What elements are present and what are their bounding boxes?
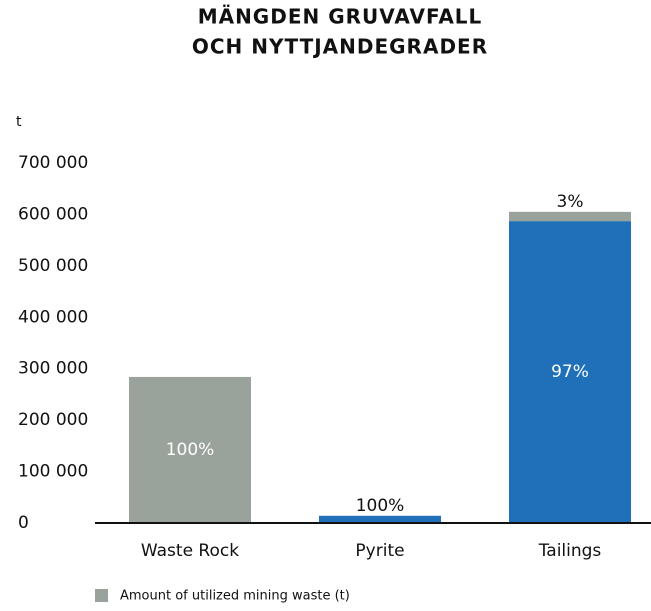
chart-title: MÄNGDEN GRUVAVFALL [198, 5, 483, 29]
x-tick-label: Tailings [538, 541, 602, 561]
bar-segment [509, 221, 631, 523]
data-label: 100% [166, 440, 215, 460]
bar-segment [509, 211, 631, 222]
y-axis-label: t [16, 114, 22, 130]
y-tick-label: 400 000 [18, 307, 88, 327]
bar-segment [129, 376, 251, 523]
legend-swatch [95, 589, 108, 602]
y-tick-label: 200 000 [18, 410, 88, 430]
x-tick-label: Pyrite [355, 541, 404, 561]
y-tick-label: 700 000 [18, 153, 88, 173]
y-tick-label: 300 000 [18, 359, 88, 379]
bar-segment [319, 515, 441, 523]
data-label: 3% [557, 192, 584, 212]
data-label: 97% [551, 362, 589, 382]
y-tick-label: 600 000 [18, 204, 88, 224]
data-label: 100% [356, 496, 405, 516]
x-tick-label: Waste Rock [141, 541, 239, 561]
y-tick-label: 100 000 [18, 462, 88, 482]
y-tick-label: 0 [18, 513, 29, 533]
chart-title: OCH NYTTJANDEGRADER [192, 35, 488, 59]
y-tick-label: 500 000 [18, 256, 88, 276]
legend-label: Amount of utilized mining waste (t) [120, 589, 350, 604]
